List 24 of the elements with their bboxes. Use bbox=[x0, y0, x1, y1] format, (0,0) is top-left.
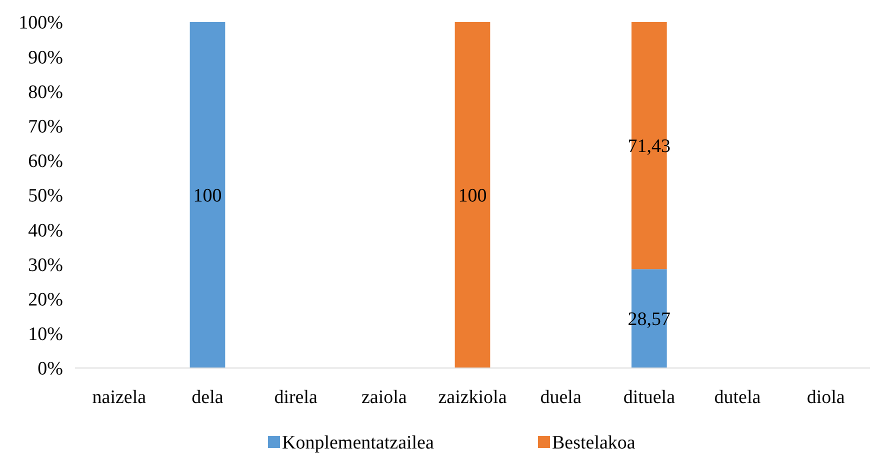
x-tick-label: duela bbox=[540, 387, 582, 408]
y-tick-label: 80% bbox=[28, 82, 64, 103]
x-tick-label: direla bbox=[274, 387, 318, 408]
x-tick-label: dutela bbox=[714, 387, 762, 408]
y-tick-label: 10% bbox=[28, 324, 64, 346]
y-tick-label: 100% bbox=[18, 12, 64, 34]
x-tick-label: zaizkiola bbox=[438, 387, 508, 408]
y-tick-label: 70% bbox=[28, 116, 64, 138]
legend-label: Konplementatzailea bbox=[282, 432, 434, 454]
y-tick-label: 50% bbox=[28, 186, 64, 207]
x-tick-label: diola bbox=[806, 387, 846, 408]
y-tick-label: 30% bbox=[28, 254, 64, 276]
x-tick-label: dela bbox=[192, 387, 224, 408]
legend-label: Bestelakoa bbox=[552, 432, 636, 454]
y-tick-label: 60% bbox=[28, 151, 64, 172]
x-tick-label: zaiola bbox=[361, 387, 408, 408]
x-tick-label: dituela bbox=[623, 387, 676, 408]
y-tick-label: 90% bbox=[28, 47, 64, 68]
data-label: 100 bbox=[193, 186, 222, 207]
y-tick-label: 40% bbox=[28, 220, 64, 242]
y-tick-label: 0% bbox=[38, 358, 64, 380]
x-tick-label: naizela bbox=[92, 387, 147, 408]
data-label: 100 bbox=[458, 186, 487, 207]
y-tick-label: 20% bbox=[28, 289, 64, 310]
